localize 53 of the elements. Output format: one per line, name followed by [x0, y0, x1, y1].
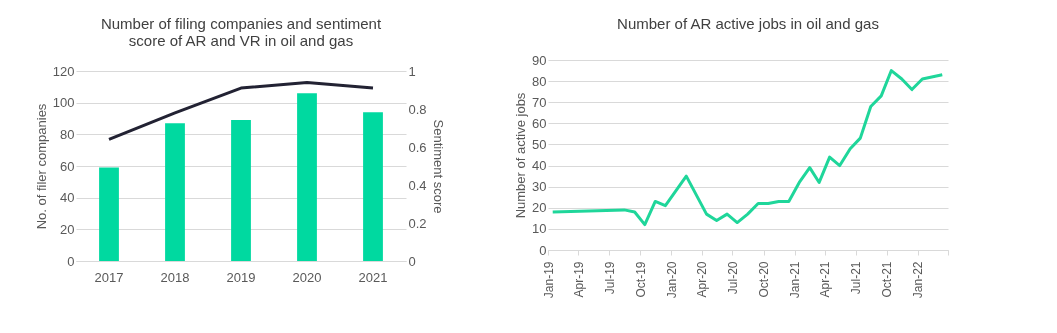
bar [165, 123, 185, 261]
y2-axis-title: Sentiment score [430, 119, 446, 214]
x-tick-label: 2019 [226, 269, 256, 285]
x-tick-label: Jul-21 [849, 261, 864, 295]
x-tick-label: Oct-21 [880, 261, 895, 298]
y-tick-label: 40 [60, 190, 75, 206]
x-tick-label: Oct-20 [757, 261, 772, 298]
y-tick-label: 70 [532, 94, 547, 110]
y2-tick-label: 0.6 [408, 139, 427, 155]
y-axis-title: Number of active jobs [513, 92, 529, 219]
y-tick-label: 60 [60, 158, 75, 174]
y-tick-label: 80 [532, 73, 547, 89]
y-tick-label: 60 [532, 115, 547, 131]
y-tick-label: 0 [67, 253, 75, 269]
x-tick-label: 2018 [160, 269, 190, 285]
y2-tick-label: 0.2 [408, 215, 427, 231]
chart-title: Number of filing companies and sentiment score of AR and VR in oil and gas [100, 15, 382, 49]
y2-tick-label: 1 [408, 63, 416, 79]
y-tick-label: 20 [60, 221, 75, 237]
chart-title: Number of AR active jobs in oil and gas [617, 15, 879, 32]
x-tick-label: Jul-20 [725, 261, 740, 295]
y-tick-label: 100 [52, 95, 75, 111]
y-tick-label: 30 [532, 179, 547, 195]
y-tick-label: 20 [532, 200, 547, 216]
y-tick-label: 10 [532, 221, 547, 237]
x-tick-label: 2017 [94, 269, 124, 285]
x-tick-label: Apr-21 [818, 261, 833, 298]
x-tick-label: 2020 [292, 269, 322, 285]
y-axis-title: No. of filer companies [33, 103, 49, 230]
x-tick-label: Oct-19 [633, 261, 648, 298]
y2-tick-label: 0.4 [408, 177, 427, 193]
x-tick-label: Jan-19 [541, 261, 556, 299]
y-tick-label: 40 [532, 158, 547, 174]
bar [363, 112, 383, 261]
bar [231, 120, 251, 261]
x-tick-label: Apr-20 [695, 261, 710, 298]
x-tick-label: Jul-19 [602, 261, 617, 295]
y2-tick-label: 0 [408, 253, 416, 269]
y-tick-label: 90 [532, 52, 547, 68]
x-tick-label: Jan-22 [911, 261, 926, 299]
bar [297, 93, 317, 261]
y-tick-label: 120 [52, 63, 75, 79]
x-tick-label: Apr-19 [571, 261, 586, 298]
y-tick-label: 0 [539, 242, 547, 258]
line-series [551, 69, 944, 227]
x-tick-label: 2021 [358, 269, 388, 285]
bar [99, 167, 119, 261]
x-tick-label: Jan-21 [788, 261, 803, 299]
y-tick-label: 80 [60, 126, 75, 142]
y2-tick-label: 0.8 [408, 101, 427, 117]
y-tick-label: 50 [532, 136, 547, 152]
x-tick-label: Jan-20 [664, 261, 679, 299]
line-series [107, 80, 375, 141]
